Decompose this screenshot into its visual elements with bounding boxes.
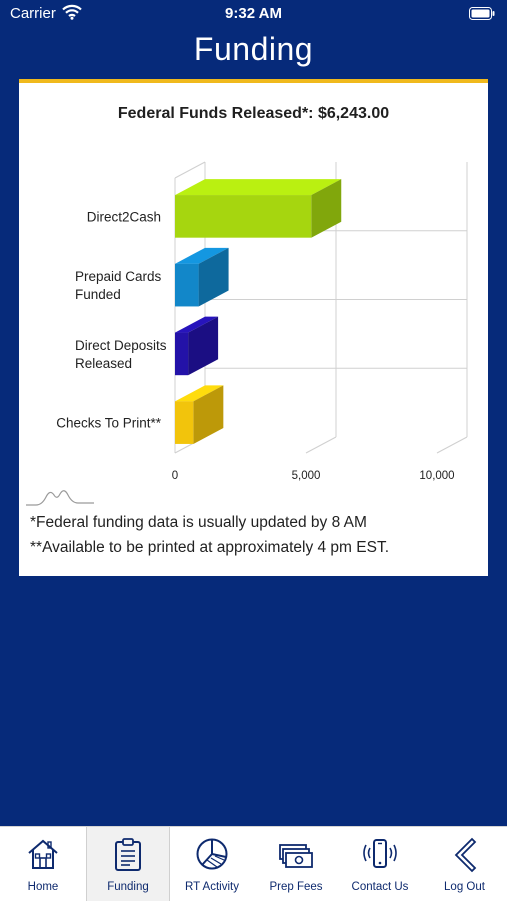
battery-icon bbox=[469, 7, 495, 24]
bar-front bbox=[175, 332, 189, 376]
clock: 9:32 AM bbox=[225, 5, 282, 22]
gridline-top bbox=[174, 161, 206, 179]
status-bar: Carrier 9:32 AM bbox=[0, 0, 507, 28]
tab-funding-label: Funding bbox=[107, 881, 149, 893]
chevron-left-icon bbox=[450, 837, 480, 878]
home-icon bbox=[26, 837, 60, 876]
wifi-icon bbox=[62, 4, 82, 24]
bar-front bbox=[175, 263, 199, 307]
category-label: Checks To Print** bbox=[56, 416, 162, 431]
tab-home[interactable]: Home bbox=[0, 827, 86, 901]
tab-home-label: Home bbox=[27, 881, 59, 893]
chart-title: Federal Funds Released*: $6,243.00 bbox=[117, 105, 390, 122]
bar-top bbox=[175, 385, 224, 402]
clipboard-icon bbox=[113, 837, 143, 876]
funding-card: Federal Funds Released*: $6,243.00 Direc… bbox=[19, 79, 488, 576]
bar-top bbox=[175, 247, 229, 264]
category-label: Prepaid Cards bbox=[75, 269, 162, 284]
x-tick-label: 0 bbox=[172, 470, 178, 482]
tab-prep-fees[interactable]: Prep Fees bbox=[254, 827, 338, 901]
category-label: Funded bbox=[75, 287, 121, 302]
bar-front bbox=[175, 401, 194, 444]
tab-prep-fees-label: Prep Fees bbox=[269, 881, 323, 893]
page-title: Funding bbox=[193, 31, 314, 67]
bar-side bbox=[198, 247, 229, 307]
tab-contact-us[interactable]: Contact Us bbox=[338, 827, 422, 901]
funding-bar-chart: Direct2Cash Prepaid Cards Funded Direct Dep… bbox=[56, 161, 468, 482]
tab-funding[interactable]: Funding bbox=[86, 827, 170, 901]
bar-side bbox=[188, 316, 219, 376]
footnote-funding-update: *Federal funding data is usually updated… bbox=[30, 514, 367, 531]
bar-side bbox=[311, 179, 342, 238]
bar-top bbox=[175, 316, 219, 333]
pie-chart-icon bbox=[195, 837, 229, 876]
bar-top bbox=[175, 179, 342, 196]
gridline-floor bbox=[436, 436, 468, 454]
chart-logo-icon bbox=[26, 485, 96, 512]
category-label: Direct Deposits bbox=[75, 338, 167, 353]
category-label: Released bbox=[75, 356, 132, 371]
carrier-label: Carrier bbox=[10, 5, 56, 22]
money-icon bbox=[278, 837, 314, 876]
tab-log-out-label: Log Out bbox=[444, 881, 485, 893]
tab-bar: Home Funding RT Activity bbox=[0, 826, 507, 901]
bar-side bbox=[193, 385, 224, 444]
phone-icon bbox=[363, 837, 397, 878]
footnote-print-time: **Available to be printed at approximate… bbox=[30, 539, 389, 556]
tab-contact-us-label: Contact Us bbox=[351, 881, 409, 893]
category-label: Direct2Cash bbox=[87, 209, 161, 224]
x-tick-label: 5,000 bbox=[292, 470, 321, 482]
x-tick-label: 10,000 bbox=[419, 470, 454, 482]
bar-front bbox=[175, 195, 312, 238]
tab-log-out[interactable]: Log Out bbox=[422, 827, 507, 901]
tab-rt-activity-label: RT Activity bbox=[185, 881, 239, 893]
gridline-floor bbox=[305, 436, 337, 454]
tab-rt-activity[interactable]: RT Activity bbox=[170, 827, 254, 901]
